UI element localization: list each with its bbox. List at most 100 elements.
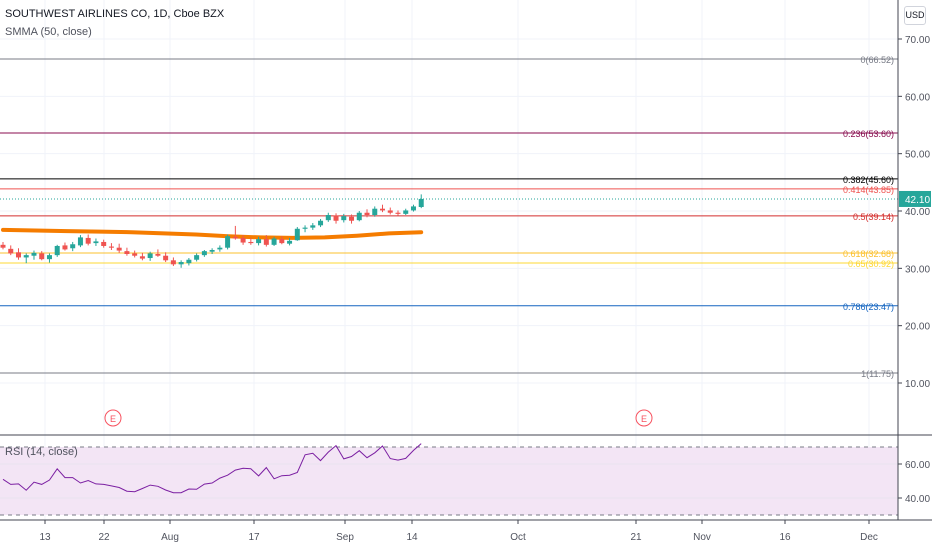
candle-body xyxy=(356,212,362,221)
candle-body xyxy=(387,210,393,213)
fib-level-label: 0(66.52) xyxy=(860,55,894,65)
candle-body xyxy=(101,241,107,246)
fib-level-label: 0.618(32.68) xyxy=(843,249,894,259)
candle-body xyxy=(418,198,424,207)
candle-body xyxy=(225,236,231,248)
candle-body xyxy=(364,212,370,216)
candle-body xyxy=(23,255,29,258)
candle-body xyxy=(333,215,339,221)
candle-body xyxy=(294,228,300,241)
candle-body xyxy=(124,251,130,254)
candle-body xyxy=(170,260,176,265)
price-tick-label: 20.00 xyxy=(905,322,930,333)
candle-body xyxy=(163,255,169,261)
candle-body xyxy=(108,246,114,248)
time-tick-label: Nov xyxy=(693,532,711,543)
price-tick-label: 40.00 xyxy=(905,207,930,218)
candle-body xyxy=(302,227,308,229)
chart-title: SOUTHWEST AIRLINES CO, 1D, Cboe BZX xyxy=(5,8,225,20)
candle-body xyxy=(85,237,91,244)
fib-level-label: 0.236(53.60) xyxy=(843,129,894,139)
candle-body xyxy=(349,216,355,221)
time-tick-label: Aug xyxy=(161,532,179,543)
earnings-marker xyxy=(104,409,122,427)
candle-body xyxy=(248,241,254,244)
rsi-line xyxy=(2,443,422,494)
candle-body xyxy=(341,216,347,221)
price-tick-label: 10.00 xyxy=(905,379,930,390)
price-tick-label: 30.00 xyxy=(905,264,930,275)
candle-body xyxy=(271,238,277,245)
candle-body xyxy=(147,253,153,259)
candle-body xyxy=(54,245,60,256)
candles-layer xyxy=(0,194,424,268)
candle-body xyxy=(62,245,68,250)
candle-body xyxy=(31,252,37,256)
earnings-marker xyxy=(635,409,653,427)
candle-body xyxy=(287,240,293,244)
fib-level-label: 0.5(39.14) xyxy=(853,212,894,222)
candle-body xyxy=(116,247,122,251)
candle-body xyxy=(139,256,145,259)
time-tick-label: Sep xyxy=(336,532,354,543)
time-tick-label: 22 xyxy=(98,532,110,543)
earnings-marker-label: E xyxy=(110,414,116,424)
candle-body xyxy=(279,239,285,244)
last-price-tag xyxy=(899,190,931,207)
candle-body xyxy=(155,254,161,256)
candle-body xyxy=(410,206,416,211)
smma-line xyxy=(1,227,424,240)
candle-body xyxy=(318,220,324,226)
candle-body xyxy=(93,241,99,244)
candle-body xyxy=(132,253,138,256)
fibonacci-levels: 0(66.52) 0.236(53.60) 0.382(45.60)0.414(43… xyxy=(0,55,898,379)
last-price-label: 42.10 xyxy=(905,195,930,206)
price-tick-label: 50.00 xyxy=(905,150,930,161)
rsi-layer xyxy=(0,443,898,516)
fib-level-label: 0.786(23.47) xyxy=(843,302,894,312)
candle-body xyxy=(395,212,401,214)
candle-body xyxy=(70,244,76,249)
fib-level-label: 0.414(43.85) xyxy=(843,185,894,195)
candle-body xyxy=(240,237,246,243)
candle-body xyxy=(403,210,409,214)
smma-layer xyxy=(1,227,424,240)
candle-body xyxy=(256,239,262,244)
candle-body xyxy=(77,237,83,246)
time-tick-label: Dec xyxy=(860,532,878,543)
candle-body xyxy=(0,244,6,248)
rsi-title: RSI (14, close) xyxy=(5,446,78,458)
grid xyxy=(0,0,898,520)
time-tick-label: 14 xyxy=(406,532,418,543)
candle-body xyxy=(186,259,192,264)
candle-body xyxy=(325,215,331,221)
fib-level-label: 0.382(45.60) xyxy=(843,175,894,185)
candle-body xyxy=(178,262,184,265)
candle-body xyxy=(39,253,45,260)
candle-body xyxy=(217,247,223,250)
candle-body xyxy=(380,208,386,211)
currency-button[interactable]: USD xyxy=(904,6,926,25)
time-tick-label: Oct xyxy=(510,532,526,543)
candle-body xyxy=(8,248,14,254)
candle-body xyxy=(209,249,215,252)
earnings-marker-label: E xyxy=(641,414,647,424)
candle-body xyxy=(263,239,269,245)
rsi-tick-label: 60.00 xyxy=(905,460,930,471)
indicator-label: SMMA (50, close) xyxy=(5,26,92,38)
candle-body xyxy=(15,252,21,258)
candle-body xyxy=(194,255,200,260)
candle-body xyxy=(310,225,316,228)
candle-body xyxy=(372,208,378,216)
time-tick-label: 21 xyxy=(630,532,642,543)
candle-body xyxy=(201,251,207,256)
fib-level-label: 1(11.75) xyxy=(861,369,894,379)
candle-body xyxy=(46,255,52,260)
rsi-band xyxy=(0,447,898,515)
time-tick-label: 16 xyxy=(779,532,791,543)
time-tick-label: 17 xyxy=(248,532,260,543)
price-tick-label: 60.00 xyxy=(905,92,930,103)
